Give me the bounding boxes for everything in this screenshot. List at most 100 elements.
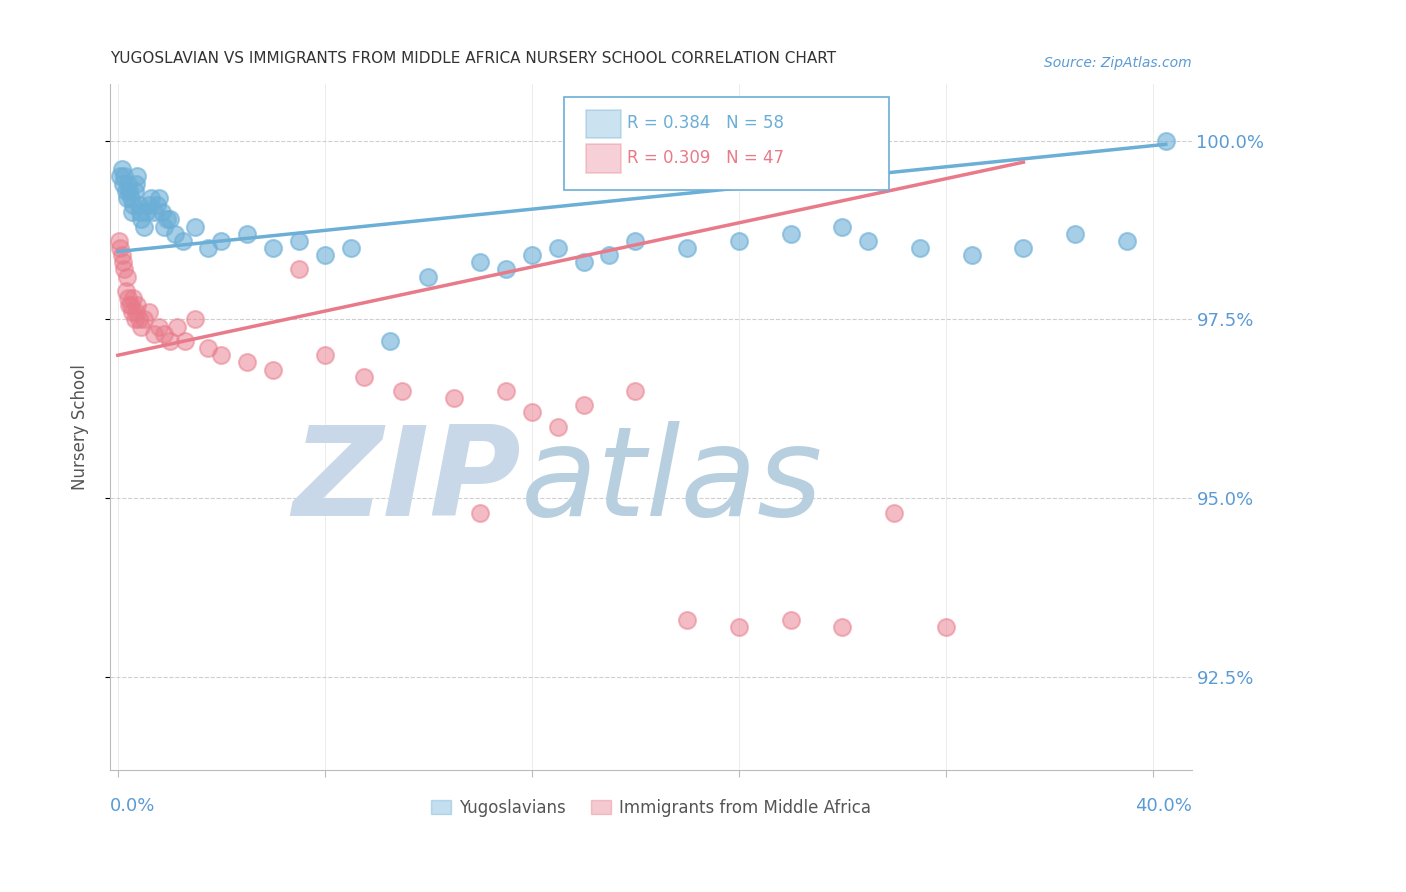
Point — [159, 334, 181, 348]
Point — [598, 248, 620, 262]
Point — [112, 169, 135, 184]
Point — [156, 212, 179, 227]
Point — [288, 234, 311, 248]
Text: R = 0.309   N = 47: R = 0.309 N = 47 — [627, 149, 785, 167]
Point — [547, 419, 569, 434]
Text: atlas: atlas — [522, 421, 823, 542]
Point — [127, 298, 149, 312]
Point — [378, 334, 401, 348]
Point — [122, 291, 145, 305]
Point — [262, 241, 284, 255]
Point — [125, 305, 148, 319]
Point — [128, 198, 150, 212]
Point — [624, 234, 647, 248]
Legend: Yugoslavians, Immigrants from Middle Africa: Yugoslavians, Immigrants from Middle Afr… — [425, 792, 877, 823]
Point — [120, 191, 142, 205]
Point — [129, 319, 152, 334]
Point — [127, 169, 149, 184]
Point — [128, 312, 150, 326]
Point — [124, 312, 146, 326]
Point — [856, 234, 879, 248]
Point — [1116, 234, 1139, 248]
Point — [779, 227, 801, 241]
Point — [153, 326, 176, 341]
Point — [128, 205, 150, 219]
Point — [288, 262, 311, 277]
Point — [172, 234, 194, 248]
Text: 40.0%: 40.0% — [1135, 797, 1192, 815]
Point — [121, 305, 143, 319]
Point — [468, 255, 491, 269]
Point — [159, 212, 181, 227]
Point — [314, 348, 336, 362]
Point — [520, 405, 543, 419]
Text: ZIP: ZIP — [292, 421, 522, 542]
Point — [209, 234, 232, 248]
Point — [145, 198, 167, 212]
Point — [111, 248, 134, 262]
Point — [197, 341, 219, 355]
Point — [132, 219, 155, 234]
Point — [391, 384, 413, 398]
Point — [118, 184, 141, 198]
Point — [121, 205, 143, 219]
Point — [262, 362, 284, 376]
Point — [831, 219, 853, 234]
Text: R = 0.384   N = 58: R = 0.384 N = 58 — [627, 114, 785, 132]
Point — [153, 219, 176, 234]
Point — [184, 219, 207, 234]
Point — [883, 506, 905, 520]
Point — [1012, 241, 1035, 255]
Point — [339, 241, 361, 255]
Point — [572, 398, 595, 412]
Point — [138, 198, 160, 212]
Point — [120, 298, 142, 312]
Point — [676, 613, 699, 627]
Point — [184, 312, 207, 326]
Point — [572, 255, 595, 269]
Point — [1154, 134, 1177, 148]
Point — [353, 369, 375, 384]
Point — [115, 269, 138, 284]
Point — [114, 284, 136, 298]
Point — [111, 177, 134, 191]
Point — [111, 255, 134, 269]
Point — [468, 506, 491, 520]
Point — [129, 212, 152, 227]
Point — [124, 184, 146, 198]
Point — [135, 205, 157, 219]
Point — [908, 241, 931, 255]
Point — [779, 613, 801, 627]
Point — [143, 326, 166, 341]
Point — [495, 262, 517, 277]
Point — [960, 248, 983, 262]
Point — [138, 305, 160, 319]
FancyBboxPatch shape — [586, 110, 620, 138]
Point — [831, 620, 853, 634]
Point — [166, 319, 188, 334]
Point — [111, 162, 134, 177]
Text: Source: ZipAtlas.com: Source: ZipAtlas.com — [1045, 56, 1192, 70]
Point — [547, 241, 569, 255]
Point — [624, 384, 647, 398]
Text: YUGOSLAVIAN VS IMMIGRANTS FROM MIDDLE AFRICA NURSERY SCHOOL CORRELATION CHART: YUGOSLAVIAN VS IMMIGRANTS FROM MIDDLE AF… — [110, 51, 837, 66]
Point — [108, 234, 131, 248]
FancyBboxPatch shape — [586, 144, 620, 173]
Point — [117, 177, 139, 191]
Point — [112, 262, 135, 277]
Point — [174, 334, 197, 348]
Point — [1064, 227, 1087, 241]
FancyBboxPatch shape — [564, 97, 889, 190]
Point — [117, 291, 139, 305]
Point — [209, 348, 232, 362]
Point — [443, 391, 465, 405]
Y-axis label: Nursery School: Nursery School — [72, 364, 89, 490]
Point — [197, 241, 219, 255]
Point — [114, 184, 136, 198]
Point — [935, 620, 957, 634]
Text: 0.0%: 0.0% — [110, 797, 156, 815]
Point — [676, 241, 699, 255]
Point — [122, 198, 145, 212]
Point — [163, 227, 186, 241]
Point — [727, 620, 749, 634]
